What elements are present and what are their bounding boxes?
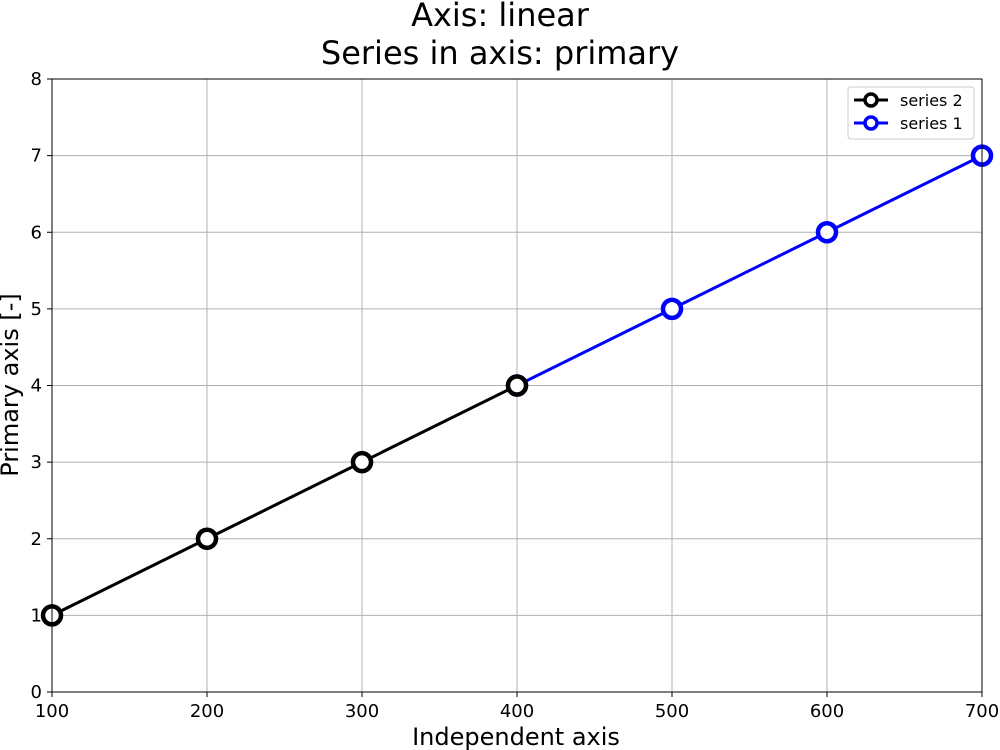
legend-marker xyxy=(863,92,879,108)
y-axis-ticks: 0 1 2 3 4 5 6 7 8 xyxy=(31,69,52,703)
x-tick-label: 500 xyxy=(655,701,689,722)
plot-frame xyxy=(51,78,983,693)
x-tick-label: 200 xyxy=(190,701,224,722)
y-tick-label: 6 xyxy=(31,222,42,243)
x-axis-ticks: 100 200 300 400 500 600 700 xyxy=(35,692,999,722)
series-line xyxy=(516,154,983,387)
legend: series 2 series 1 xyxy=(847,86,975,140)
series-line xyxy=(51,384,518,617)
y-axis-label: Primary axis [-] xyxy=(0,293,24,476)
data-point xyxy=(350,450,374,474)
x-tick-label: 600 xyxy=(810,701,844,722)
data-point xyxy=(505,374,529,397)
y-tick-label: 4 xyxy=(31,376,42,397)
legend-marker xyxy=(863,115,879,131)
series-2 xyxy=(40,374,529,627)
y-tick-label: 1 xyxy=(31,605,42,626)
chart-title: Axis: linear xyxy=(411,0,590,34)
data-point xyxy=(195,527,219,550)
y-tick-label: 0 xyxy=(31,682,42,703)
series-layer xyxy=(40,144,994,627)
x-tick-label: 700 xyxy=(965,701,999,722)
data-point xyxy=(815,221,839,244)
y-tick-label: 5 xyxy=(31,299,42,320)
x-tick-label: 100 xyxy=(35,701,69,722)
y-tick-label: 2 xyxy=(31,529,42,550)
chart-subtitle: Series in axis: primary xyxy=(321,34,679,72)
y-tick-label: 7 xyxy=(31,146,42,167)
legend-label: series 1 xyxy=(900,114,963,133)
y-tick-label: 3 xyxy=(31,452,42,473)
x-tick-label: 400 xyxy=(500,701,534,722)
y-tick-label: 8 xyxy=(31,69,42,90)
data-point xyxy=(660,297,684,321)
legend-label: series 2 xyxy=(900,91,963,110)
x-axis-label: Independent axis xyxy=(412,723,620,750)
series-1 xyxy=(505,144,994,397)
x-tick-label: 300 xyxy=(345,701,379,722)
